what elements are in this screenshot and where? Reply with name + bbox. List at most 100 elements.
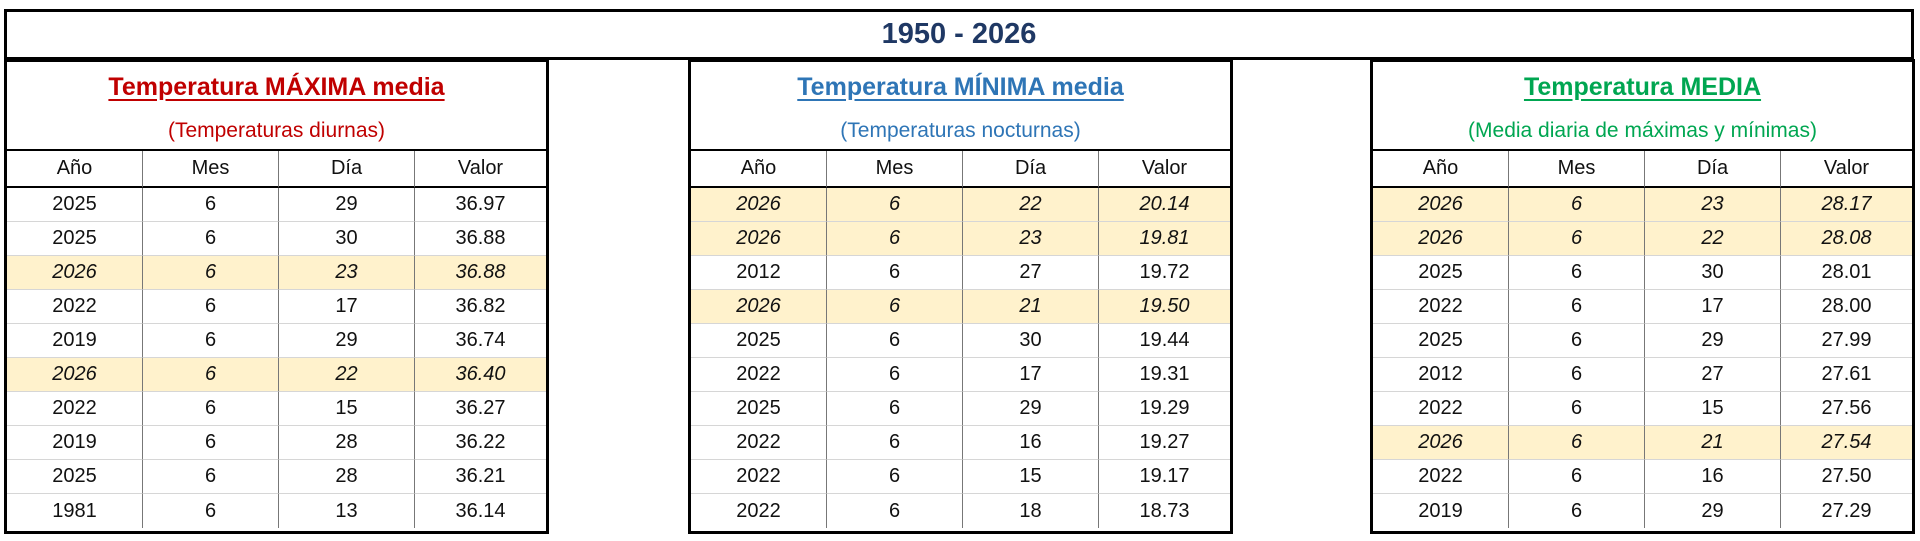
cell-month: 6: [143, 222, 279, 256]
cell-day: 29: [1645, 494, 1781, 528]
column-header-day: Día: [1645, 151, 1781, 188]
cell-day: 23: [963, 222, 1099, 256]
panel-subtitle: (Temperaturas nocturnas): [840, 118, 1081, 142]
cell-year: 2026: [7, 256, 143, 290]
column-header-month: Mes: [143, 151, 279, 188]
cell-month: 6: [827, 256, 963, 290]
panel-max: Temperatura MÁXIMA media (Temperaturas d…: [4, 59, 549, 534]
cell-year: 2026: [691, 222, 827, 256]
cell-year: 2022: [1373, 392, 1509, 426]
cell-day: 16: [1645, 460, 1781, 494]
cell-day: 15: [963, 460, 1099, 494]
cell-day: 28: [279, 460, 415, 494]
column-header-day: Día: [279, 151, 415, 188]
cell-value: 19.50: [1099, 290, 1230, 324]
cell-year: 2025: [691, 324, 827, 358]
cell-month: 6: [1509, 494, 1645, 528]
cell-year: 2019: [7, 324, 143, 358]
cell-value: 36.22: [415, 426, 546, 460]
cell-value: 36.14: [455, 499, 506, 522]
panel-title: Temperatura MÁXIMA media: [108, 72, 445, 101]
cell-value: 27.29: [1821, 499, 1872, 522]
panel-header: Temperatura MÁXIMA media (Temperaturas d…: [7, 62, 546, 151]
cell-month: 6: [143, 460, 279, 494]
cell-month: 6: [143, 324, 279, 358]
cell-value: 28.01: [1781, 256, 1912, 290]
cell-day: 17: [963, 358, 1099, 392]
cell-month: 6: [827, 460, 963, 494]
table-body: 2025 6 29 36.97 2025 6 30 36.88 2026 6 23 36.88 2022…: [7, 188, 546, 528]
cell-value: 19.17: [1099, 460, 1230, 494]
cell-month: 6: [827, 290, 963, 324]
cell-month: 6: [1509, 358, 1645, 392]
cell-year: 2022: [691, 460, 827, 494]
cell-day: 18: [963, 494, 1099, 528]
cell-day: 15: [279, 392, 415, 426]
cell-year: 2025: [7, 460, 143, 494]
cell-year: 2019: [1373, 494, 1509, 528]
cell-value: 36.74: [415, 324, 546, 358]
cell-value: 36.27: [415, 392, 546, 426]
cell-day: 30: [963, 324, 1099, 358]
table-body: 2026 6 22 20.14 2026 6 23 19.81 2012 6 27 19.72 2026…: [691, 188, 1230, 528]
cell-year: 2026: [1373, 426, 1509, 460]
cell-year: 2022: [1373, 290, 1509, 324]
cell-day: 22: [963, 188, 1099, 222]
panel-min: Temperatura MÍNIMA media (Temperaturas n…: [688, 59, 1233, 534]
cell-year: 2025: [1373, 256, 1509, 290]
cell-month: 6: [1509, 256, 1645, 290]
cell-year: 2026: [691, 188, 827, 222]
column-header-month: Mes: [1509, 151, 1645, 188]
cell-value: 27.56: [1781, 392, 1912, 426]
column-header-value: Valor: [415, 151, 546, 188]
cell-day: 21: [963, 290, 1099, 324]
cell-day: 17: [1645, 290, 1781, 324]
cell-day: 28: [279, 426, 415, 460]
cell-year: 2012: [691, 256, 827, 290]
cell-month: 6: [1509, 324, 1645, 358]
cell-year: 2012: [1373, 358, 1509, 392]
cell-year: 1981: [7, 494, 143, 528]
cell-year: 2025: [7, 188, 143, 222]
panel-header: Temperatura MÍNIMA media (Temperaturas n…: [691, 62, 1230, 151]
cell-year: 2025: [691, 392, 827, 426]
cell-day: 30: [279, 222, 415, 256]
cell-value: 36.88: [415, 256, 546, 290]
cell-month: 6: [1509, 290, 1645, 324]
cell-month: 6: [1509, 222, 1645, 256]
cell-month: 6: [827, 188, 963, 222]
panel-subtitle: (Media diaria de máximas y mínimas): [1468, 118, 1817, 142]
cell-month: 6: [143, 256, 279, 290]
cell-month: 6: [827, 324, 963, 358]
page-title: 1950 - 2026: [4, 9, 1914, 60]
cell-month: 6: [143, 188, 279, 222]
column-header-year: Año: [691, 151, 827, 188]
cell-day: 16: [963, 426, 1099, 460]
cell-year: 2026: [7, 358, 143, 392]
cell-year: 2025: [7, 222, 143, 256]
cell-year: 2022: [7, 290, 143, 324]
cell-value: 36.40: [415, 358, 546, 392]
cell-day: 30: [1645, 256, 1781, 290]
cell-month: 6: [1509, 460, 1645, 494]
cell-month: 6: [143, 290, 279, 324]
column-header-year: Año: [1373, 151, 1509, 188]
cell-month: 6: [1509, 188, 1645, 222]
cell-month: 6: [827, 358, 963, 392]
panel-subtitle: (Temperaturas diurnas): [167, 118, 386, 142]
cell-value: 19.81: [1099, 222, 1230, 256]
cell-day: 29: [963, 392, 1099, 426]
cell-day: 29: [279, 188, 415, 222]
cell-day: 22: [1645, 222, 1781, 256]
column-headers: Año Mes Día Valor: [691, 151, 1230, 188]
cell-day: 15: [1645, 392, 1781, 426]
cell-value: 19.44: [1099, 324, 1230, 358]
cell-day: 13: [279, 494, 415, 528]
cell-month: 6: [1509, 392, 1645, 426]
column-header-value: Valor: [1781, 151, 1912, 188]
cell-day: 22: [279, 358, 415, 392]
cell-value: 19.27: [1099, 426, 1230, 460]
cell-value: 28.17: [1781, 188, 1912, 222]
column-header-day: Día: [963, 151, 1099, 188]
cell-day: 21: [1645, 426, 1781, 460]
